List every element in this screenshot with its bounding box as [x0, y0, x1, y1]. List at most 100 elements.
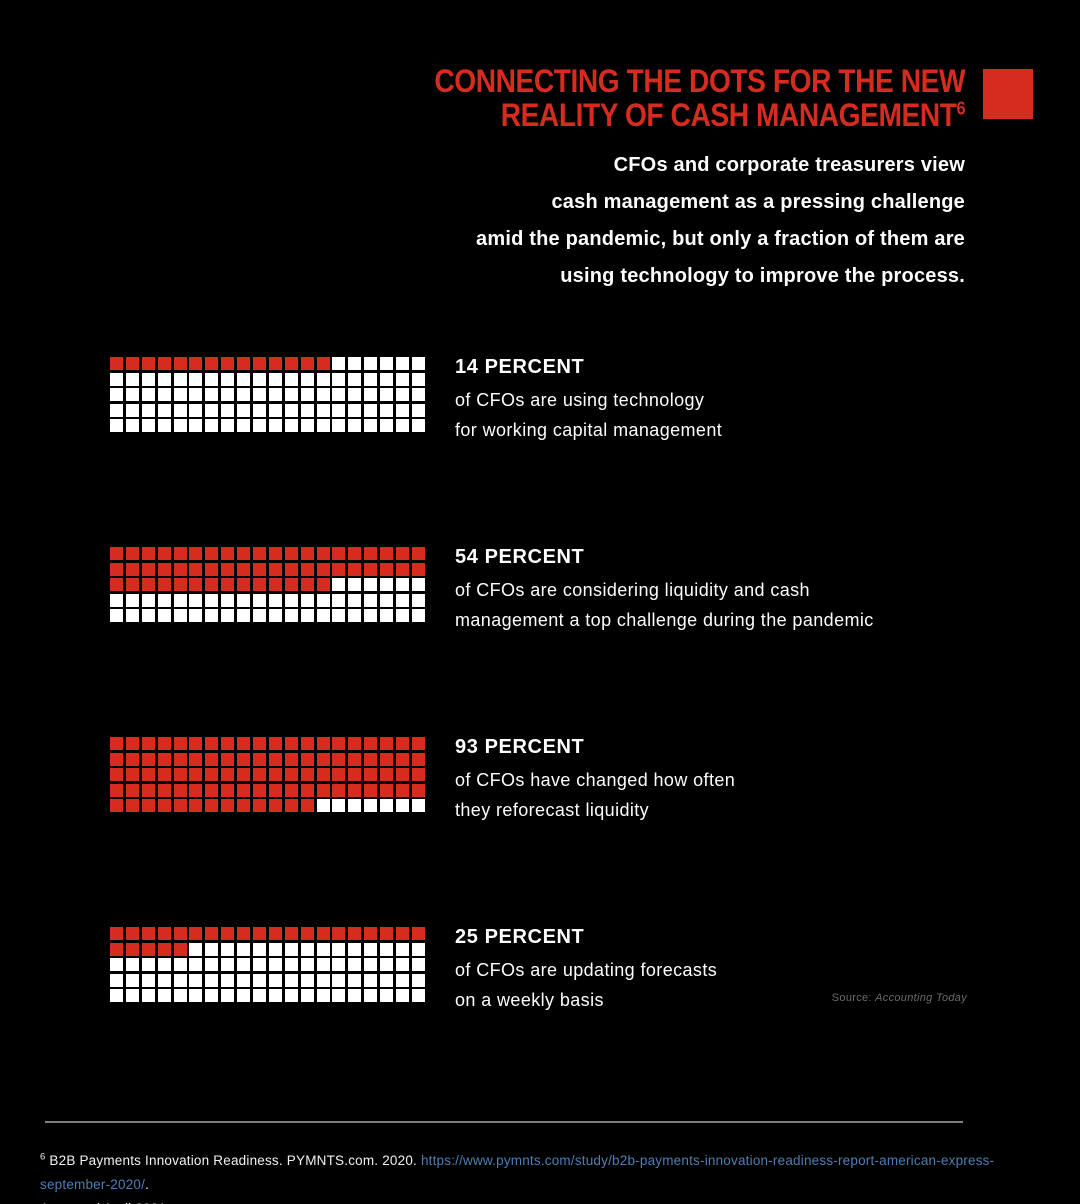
waffle-cell-filled — [253, 357, 267, 370]
waffle-cell-empty — [411, 958, 425, 972]
waffle-cell-filled — [268, 768, 282, 782]
waffle-cell-filled — [396, 927, 410, 940]
waffle-cell-empty — [396, 973, 410, 987]
waffle-cell-filled — [221, 768, 235, 782]
waffle-cell-filled — [253, 799, 267, 813]
waffle-cell-empty — [253, 973, 267, 987]
waffle-cell-empty — [411, 942, 425, 956]
waffle-cell-empty — [284, 973, 298, 987]
stat-text: 54 PERCENT of CFOs are considering liqui… — [455, 546, 874, 635]
waffle-cell-empty — [205, 958, 219, 972]
waffle-cell-empty — [110, 388, 123, 402]
waffle-cell-empty — [316, 593, 330, 607]
waffle-cell-filled — [364, 783, 378, 797]
waffle-cell-filled — [173, 562, 187, 576]
waffle-cell-empty — [253, 593, 267, 607]
waffle-cell-empty — [189, 593, 203, 607]
waffle-cell-empty — [125, 419, 139, 433]
waffle-cell-empty — [157, 958, 171, 972]
waffle-cell-filled — [125, 927, 139, 940]
waffle-cell-empty — [141, 372, 155, 386]
waffle-cell-filled — [157, 927, 171, 940]
waffle-cell-empty — [125, 973, 139, 987]
waffle-cell-filled — [141, 927, 155, 940]
footnote-link[interactable]: https://www.pymnts.com/study/b2b-payment… — [40, 1153, 995, 1192]
waffle-cell-empty — [332, 388, 346, 402]
waffle-cell-empty — [284, 388, 298, 402]
waffle-cell-filled — [411, 562, 425, 576]
waffle-cell-filled — [253, 927, 267, 940]
waffle-cell-filled — [110, 752, 123, 766]
page-title: CONNECTING THE DOTS FOR THE NEW REALITY … — [434, 64, 965, 132]
waffle-cell-filled — [300, 578, 314, 592]
waffle-cell-filled — [125, 942, 139, 956]
waffle-cell-empty — [348, 609, 362, 623]
waffle-cell-empty — [173, 419, 187, 433]
waffle-cell-filled — [380, 768, 394, 782]
waffle-cell-filled — [253, 547, 267, 560]
waffle-cell-empty — [300, 942, 314, 956]
waffle-cell-filled — [332, 783, 346, 797]
stat-text: 93 PERCENT of CFOs have changed how ofte… — [455, 736, 735, 825]
waffle-cell-empty — [396, 357, 410, 370]
waffle-cell-filled — [411, 927, 425, 940]
waffle-cell-empty — [364, 942, 378, 956]
waffle-cell-filled — [268, 562, 282, 576]
waffle-cell-filled — [189, 578, 203, 592]
waffle-cell-empty — [380, 942, 394, 956]
waffle-cell-empty — [364, 388, 378, 402]
waffle-cell-empty — [411, 609, 425, 623]
waffle-cell-empty — [110, 403, 123, 417]
waffle-cell-empty — [110, 419, 123, 433]
waffle-cell-filled — [316, 927, 330, 940]
waffle-cell-filled — [157, 768, 171, 782]
waffle-cell-empty — [411, 593, 425, 607]
waffle-cell-empty — [205, 593, 219, 607]
waffle-chart-14-percent — [110, 357, 425, 433]
waffle-cell-filled — [110, 942, 123, 956]
waffle-cell-filled — [268, 927, 282, 940]
waffle-cell-empty — [316, 942, 330, 956]
waffle-cell-empty — [380, 609, 394, 623]
waffle-cell-empty — [205, 609, 219, 623]
waffle-cell-filled — [173, 737, 187, 750]
waffle-cell-filled — [316, 768, 330, 782]
waffle-cell-empty — [110, 989, 123, 1003]
waffle-cell-empty — [237, 989, 251, 1003]
waffle-cell-empty — [396, 958, 410, 972]
waffle-cell-filled — [300, 547, 314, 560]
waffle-cell-filled — [300, 357, 314, 370]
waffle-cell-filled — [300, 752, 314, 766]
waffle-cell-empty — [411, 578, 425, 592]
waffle-cell-filled — [284, 799, 298, 813]
waffle-cell-filled — [189, 737, 203, 750]
waffle-cell-filled — [157, 578, 171, 592]
waffle-cell-filled — [173, 578, 187, 592]
waffle-cell-empty — [300, 388, 314, 402]
waffle-cell-filled — [237, 562, 251, 576]
waffle-cell-empty — [141, 973, 155, 987]
waffle-cell-empty — [348, 403, 362, 417]
waffle-cell-empty — [316, 799, 330, 813]
waffle-cell-filled — [205, 737, 219, 750]
waffle-cell-empty — [157, 403, 171, 417]
waffle-cell-empty — [411, 388, 425, 402]
waffle-cell-empty — [332, 372, 346, 386]
waffle-cell-empty — [348, 973, 362, 987]
waffle-cell-empty — [364, 973, 378, 987]
waffle-cell-filled — [364, 562, 378, 576]
waffle-cell-filled — [364, 752, 378, 766]
waffle-chart-54-percent — [110, 547, 425, 623]
waffle-cell-empty — [396, 388, 410, 402]
stat-value-label: 93 PERCENT — [455, 736, 585, 758]
waffle-cell-empty — [364, 958, 378, 972]
waffle-cell-filled — [221, 547, 235, 560]
waffle-cell-empty — [125, 609, 139, 623]
waffle-cell-empty — [348, 388, 362, 402]
footer-divider — [45, 1121, 963, 1123]
waffle-cell-filled — [110, 357, 123, 370]
stat-description-line: of CFOs are updating forecasts — [455, 960, 718, 980]
waffle-cell-filled — [268, 547, 282, 560]
waffle-cell-filled — [284, 547, 298, 560]
